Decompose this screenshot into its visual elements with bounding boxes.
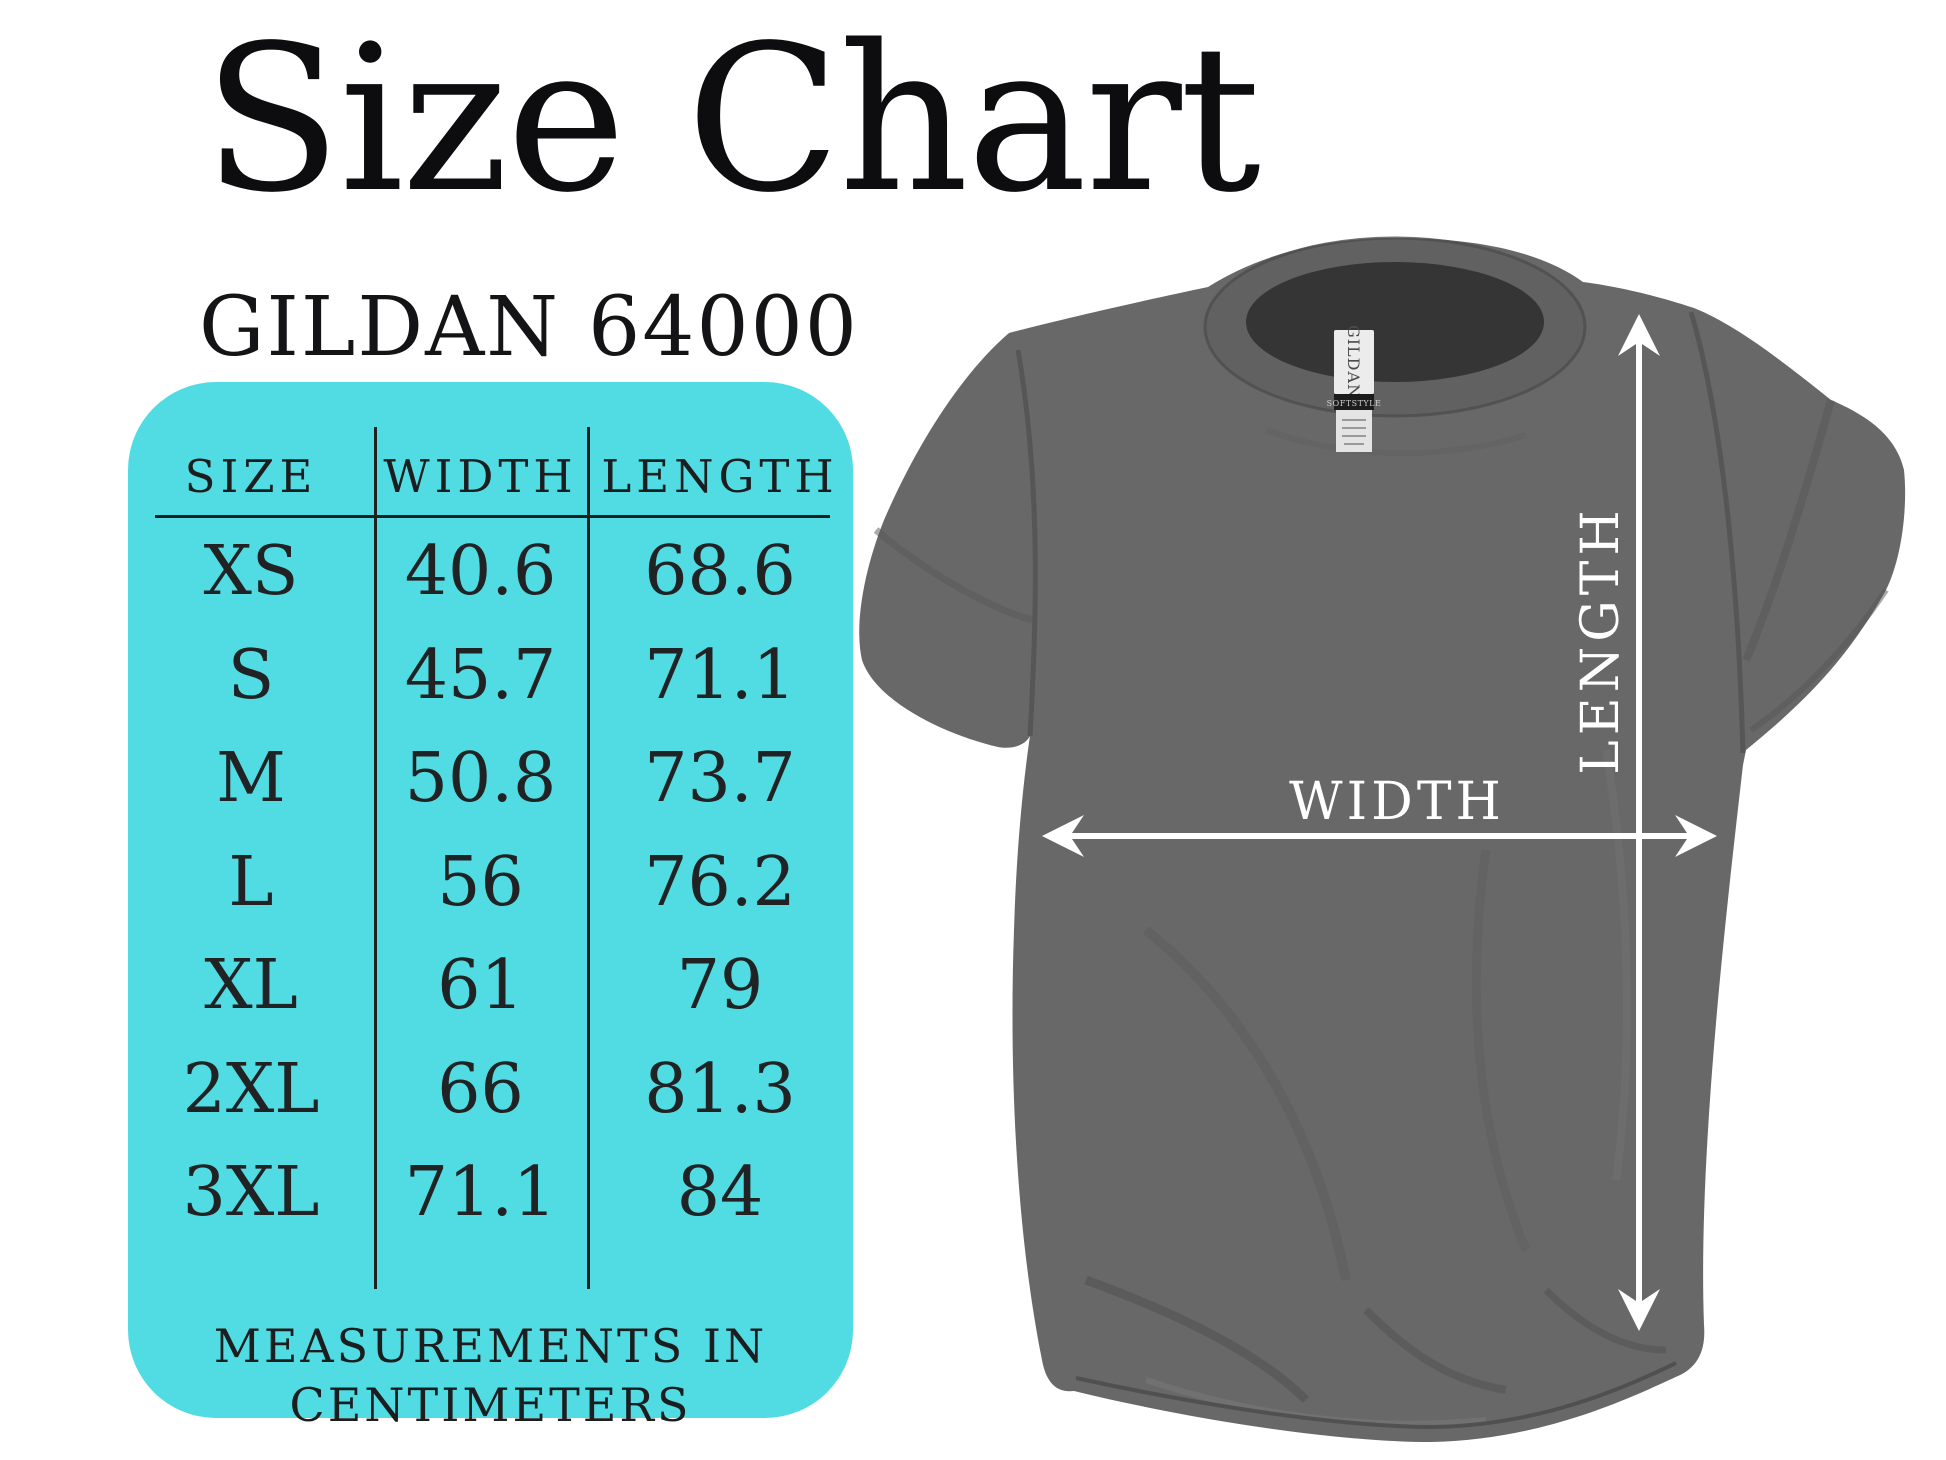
width-cell: 61	[437, 946, 524, 1026]
header-underline	[155, 515, 830, 518]
arrow-head-right-icon	[1675, 815, 1717, 857]
length-cell: 84	[676, 1153, 764, 1233]
column-divider	[587, 427, 590, 1289]
length-arrow: LENGTH	[1571, 314, 1660, 1331]
width-cell: 45.7	[404, 635, 557, 715]
hem-crumple	[1084, 1275, 1310, 1404]
size-cell: M	[216, 739, 286, 819]
size-cell: 3XL	[182, 1153, 320, 1233]
width-cell: 50.8	[404, 739, 557, 819]
page-title: Size Chart	[203, 1, 1261, 237]
hem-crumple	[1543, 1287, 1667, 1354]
neck-opening	[1246, 262, 1544, 382]
style-label	[1334, 394, 1374, 410]
style-label-text: SOFTSTYLE	[1327, 399, 1382, 408]
arrow-head-left-icon	[1042, 815, 1084, 857]
length-cell: 71.1	[644, 635, 796, 715]
body-fold-highlight	[1602, 749, 1631, 1181]
column-header-size: SIZE	[184, 449, 318, 503]
tshirt-measurement-diagram: GILDAN SOFTSTYLE LENGTH WIDTH	[859, 236, 1906, 1442]
body-fold	[1142, 926, 1351, 1281]
size-cell: L	[228, 842, 274, 922]
table-header-row: SIZE WIDTH LENGTH	[128, 437, 853, 515]
hem-crumple	[1363, 1307, 1507, 1394]
right-sleeve-seam	[1688, 311, 1746, 754]
width-cell: 40.6	[404, 532, 557, 612]
column-divider	[374, 427, 377, 1289]
body-fold	[1471, 849, 1531, 1252]
size-cell: S	[227, 635, 275, 715]
width-arrow: WIDTH	[1042, 772, 1717, 857]
sleeve-fold	[1749, 588, 1889, 733]
units-note: MEASUREMENTS IN CENTIMETERS	[128, 1317, 853, 1435]
length-cell: 81.3	[644, 1049, 796, 1129]
left-sleeve-seam	[1015, 349, 1038, 737]
length-cell: 73.7	[644, 739, 796, 819]
neck-label-group: GILDAN SOFTSTYLE	[1327, 325, 1382, 452]
product-subtitle: GILDAN 64000	[199, 280, 859, 375]
width-label: WIDTH	[1289, 772, 1505, 832]
sleeve-fold	[873, 527, 1033, 624]
length-cell: 79	[676, 946, 764, 1026]
care-label	[1336, 410, 1372, 452]
size-cell: XS	[203, 532, 299, 612]
units-note-line1: MEASUREMENTS IN	[213, 1319, 768, 1373]
sleeve-fold	[1742, 398, 1835, 662]
collar-seam	[1203, 236, 1587, 418]
length-label: LENGTH	[1571, 505, 1631, 775]
length-cell: 76.2	[644, 842, 796, 922]
size-table-card: SIZE WIDTH LENGTH XS 40.6 68.6 S 45.7 71.1 M 50…	[128, 382, 853, 1432]
arrow-head-up-icon	[1618, 314, 1660, 356]
size-cell: XL	[204, 946, 298, 1026]
width-cell: 56	[437, 842, 524, 922]
column-header-length: LENGTH	[601, 449, 839, 503]
tshirt-photo: GILDAN SOFTSTYLE	[859, 236, 1906, 1442]
size-cell: 2XL	[182, 1049, 320, 1129]
brand-label	[1334, 330, 1374, 394]
width-cell: 71.1	[404, 1153, 557, 1233]
chest-wrinkle	[1264, 427, 1527, 457]
arrow-head-down-icon	[1618, 1289, 1660, 1331]
brand-label-text: GILDAN	[1344, 325, 1363, 399]
length-cell: 68.6	[644, 532, 796, 612]
hem-stitch	[1075, 1361, 1677, 1430]
size-table-body: XS 40.6 68.6 S 45.7 71.1 M 50.8 73.7 L 56 76.2 XL 61 7…	[128, 520, 853, 1245]
units-note-line2: CENTIMETERS	[289, 1377, 692, 1432]
tshirt-body	[859, 238, 1906, 1442]
width-cell: 66	[437, 1049, 524, 1129]
column-header-width: WIDTH	[383, 449, 578, 503]
